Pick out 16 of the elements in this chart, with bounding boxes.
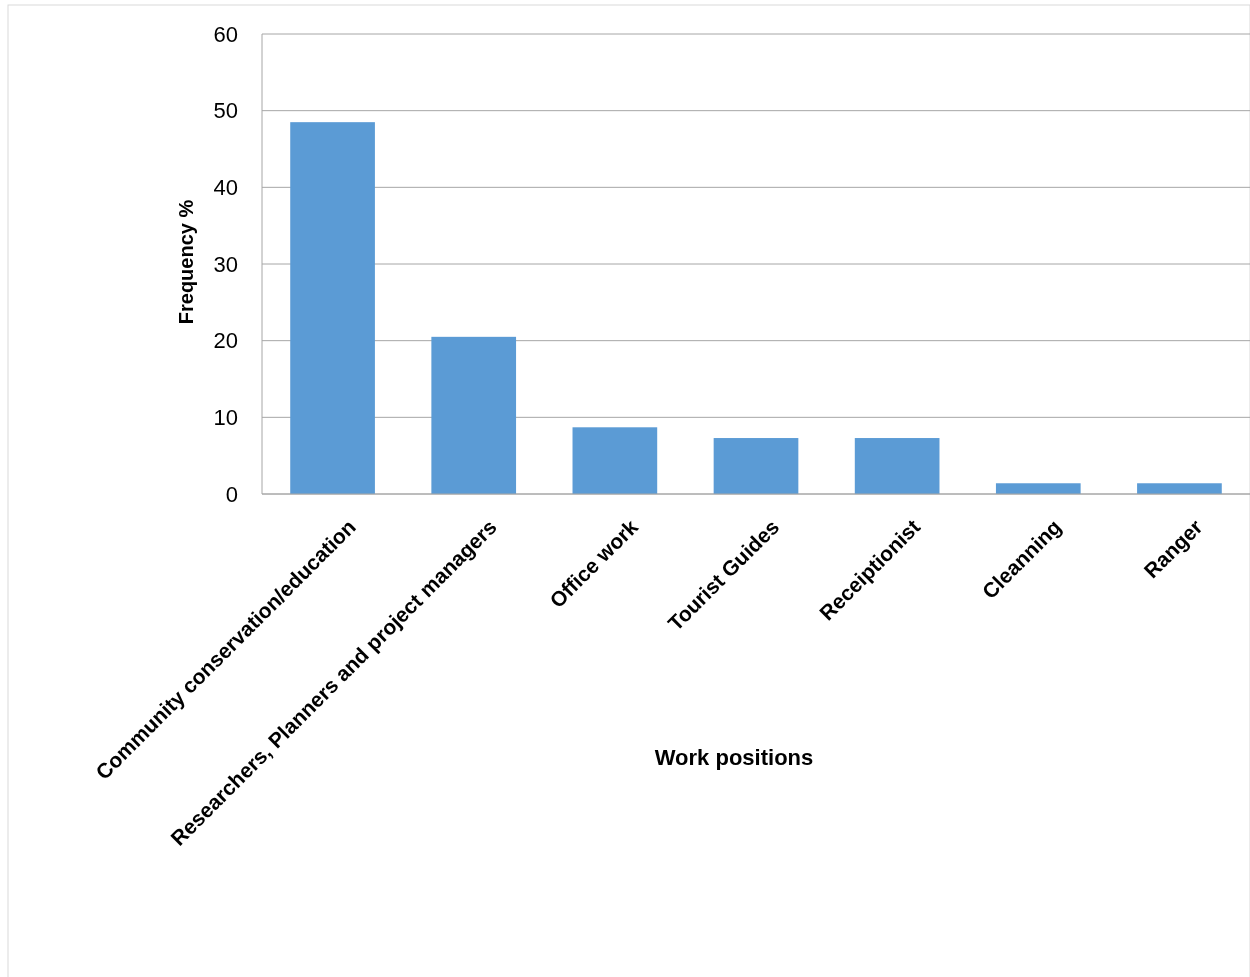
bar <box>713 438 799 494</box>
bar <box>854 438 940 494</box>
bar <box>572 427 658 494</box>
y-tick-label: 20 <box>213 328 238 354</box>
y-tick-label: 50 <box>213 98 238 124</box>
bar <box>1137 483 1222 494</box>
y-axis-title: Frequency % <box>175 199 197 325</box>
y-tick-label: 30 <box>213 251 238 277</box>
y-tick-label: 60 <box>213 21 238 47</box>
y-tick-label: 0 <box>225 481 238 507</box>
x-axis-title: Work positions <box>654 745 814 770</box>
bar <box>290 122 375 494</box>
bar <box>995 483 1081 494</box>
bar <box>431 336 517 494</box>
y-tick-label: 10 <box>213 405 238 431</box>
y-tick-label: 40 <box>213 175 238 201</box>
